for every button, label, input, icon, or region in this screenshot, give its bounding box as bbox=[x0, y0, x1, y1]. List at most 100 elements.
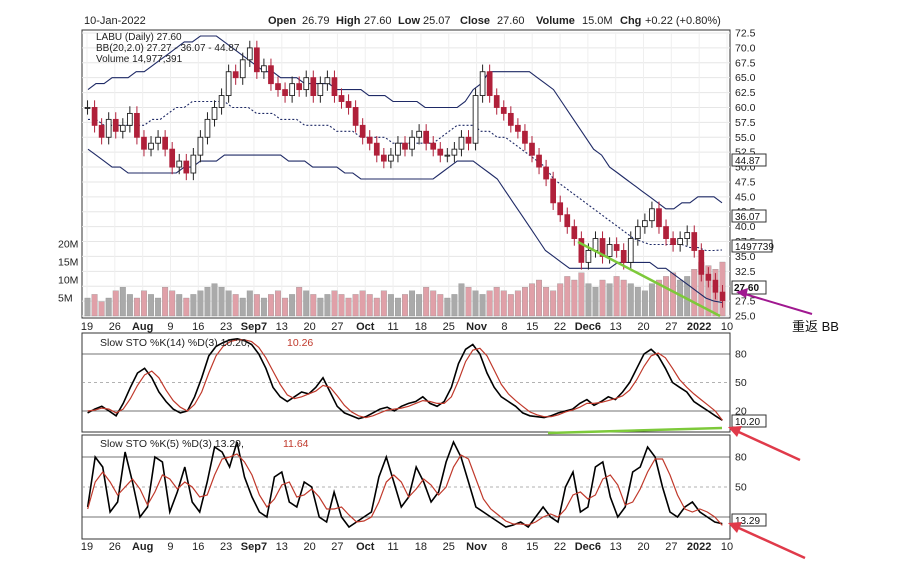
candle-body bbox=[536, 154, 542, 168]
volume-bar bbox=[317, 297, 324, 317]
candle-body bbox=[352, 107, 359, 126]
x-tick-label: 8 bbox=[501, 541, 507, 553]
x-tick-label: 11 bbox=[387, 541, 398, 553]
volume-bar bbox=[585, 283, 592, 317]
x-tick-label: 9 bbox=[167, 321, 173, 333]
x-tick-label: 20 bbox=[637, 541, 649, 553]
volume-bar bbox=[691, 269, 698, 317]
x-tick-label: Sep7 bbox=[241, 321, 267, 333]
volume-bar bbox=[465, 287, 472, 317]
sto14-trendline bbox=[547, 426, 723, 435]
volume-bar bbox=[634, 287, 641, 317]
header-close-label: Close bbox=[460, 15, 490, 27]
volume-bar bbox=[663, 276, 669, 317]
volume-bar bbox=[133, 297, 140, 317]
volume-bar bbox=[613, 276, 620, 317]
volume-bar bbox=[98, 301, 105, 317]
volume-bar bbox=[253, 294, 260, 317]
candle-body bbox=[395, 142, 401, 156]
candle-body bbox=[592, 238, 599, 251]
x-tick-label: Dec6 bbox=[575, 541, 601, 553]
volume-bar bbox=[239, 297, 246, 317]
volume-bar bbox=[402, 294, 408, 317]
price-tick-label: 25.0 bbox=[735, 311, 756, 323]
x-tick-label: 2022 bbox=[687, 541, 711, 553]
legend-volume: Volume 14,977,391 bbox=[96, 54, 183, 65]
x-tick-labels: 19 19 26 26 Aug Aug 9 9 16 16 23 23 Sep7 Sep7 13 13 20 20… bbox=[81, 321, 733, 553]
volume-bar bbox=[656, 279, 662, 317]
volume-tick-label: 15M bbox=[58, 257, 78, 269]
volume-bar bbox=[437, 294, 444, 317]
candle-body bbox=[649, 208, 655, 222]
x-tick-label: 13 bbox=[610, 321, 622, 333]
candle-body bbox=[176, 160, 183, 168]
candle-body bbox=[507, 112, 514, 126]
candle-body bbox=[613, 244, 620, 251]
volume-bar bbox=[169, 290, 176, 317]
x-tick-label: 10 bbox=[721, 541, 733, 553]
volume-bar bbox=[232, 294, 239, 317]
volume-bar bbox=[550, 290, 557, 317]
candle-body bbox=[261, 65, 267, 73]
candle-body bbox=[275, 83, 281, 91]
candle-body bbox=[253, 47, 260, 73]
candle-body bbox=[550, 178, 557, 204]
volume-bar bbox=[444, 297, 451, 317]
volume-tick-label: 5M bbox=[58, 293, 73, 305]
volume-bar bbox=[282, 297, 289, 317]
header-low-label: Low bbox=[398, 15, 420, 27]
candle-body bbox=[162, 136, 168, 150]
candle-body bbox=[458, 136, 465, 150]
volume-bar bbox=[359, 290, 366, 317]
candle-body bbox=[324, 77, 331, 85]
volume-bar bbox=[486, 290, 493, 317]
volume-bar bbox=[479, 294, 486, 317]
volume-bar bbox=[571, 279, 578, 317]
price-tick-label: 70.0 bbox=[735, 42, 756, 54]
candle-body bbox=[134, 112, 140, 138]
volume-bar bbox=[366, 294, 373, 317]
volume-bar bbox=[536, 279, 542, 317]
tag-volume: 1497739 bbox=[735, 242, 774, 253]
x-tick-label: 9 bbox=[167, 541, 173, 553]
volume-bar bbox=[352, 294, 359, 317]
price-legend: LABU (Daily) 27.60 BB(20,2.0) 27.27 - 36… bbox=[96, 32, 240, 65]
red-arrow-2-head bbox=[728, 522, 742, 533]
annotation-text: 重返 BB bbox=[792, 319, 839, 334]
price-tick-label: 55.0 bbox=[735, 132, 756, 144]
header-high-label: High bbox=[336, 15, 361, 27]
x-tick-label: 16 bbox=[192, 321, 204, 333]
volume-bar bbox=[606, 283, 613, 317]
candle-body bbox=[359, 124, 366, 138]
sto14-tick-label: 20 bbox=[735, 406, 747, 418]
volume-bar bbox=[416, 294, 423, 317]
sto14-lines bbox=[87, 337, 723, 421]
volume-bar bbox=[627, 283, 634, 317]
candle-body bbox=[197, 136, 204, 156]
x-tick-label: 19 bbox=[81, 541, 93, 553]
volume-bar bbox=[148, 294, 154, 317]
candle-body bbox=[430, 142, 437, 150]
volume-bar bbox=[126, 294, 133, 317]
candle-body bbox=[571, 226, 578, 239]
volume-bar bbox=[141, 290, 147, 317]
candle-body bbox=[705, 273, 712, 281]
x-tick-label: Dec6 bbox=[575, 321, 601, 333]
price-tick-label: 32.5 bbox=[735, 266, 756, 278]
x-tick-label: 13 bbox=[276, 541, 288, 553]
volume-bar bbox=[162, 287, 169, 317]
candle-body bbox=[620, 250, 627, 263]
volume-bar bbox=[620, 279, 627, 317]
candle-body bbox=[578, 238, 585, 263]
volume-bar bbox=[310, 294, 317, 317]
volume-bar bbox=[394, 297, 401, 317]
volume-bar bbox=[430, 290, 437, 317]
volume-bar bbox=[564, 276, 571, 317]
volume-bar bbox=[225, 290, 232, 317]
x-tick-label: 8 bbox=[501, 321, 507, 333]
candle-body bbox=[515, 124, 521, 132]
volume-bar bbox=[557, 283, 564, 317]
sto14-tick-label: 50 bbox=[735, 377, 747, 389]
candle-body bbox=[289, 83, 295, 97]
tag-sto14: 10.20 bbox=[735, 417, 760, 428]
